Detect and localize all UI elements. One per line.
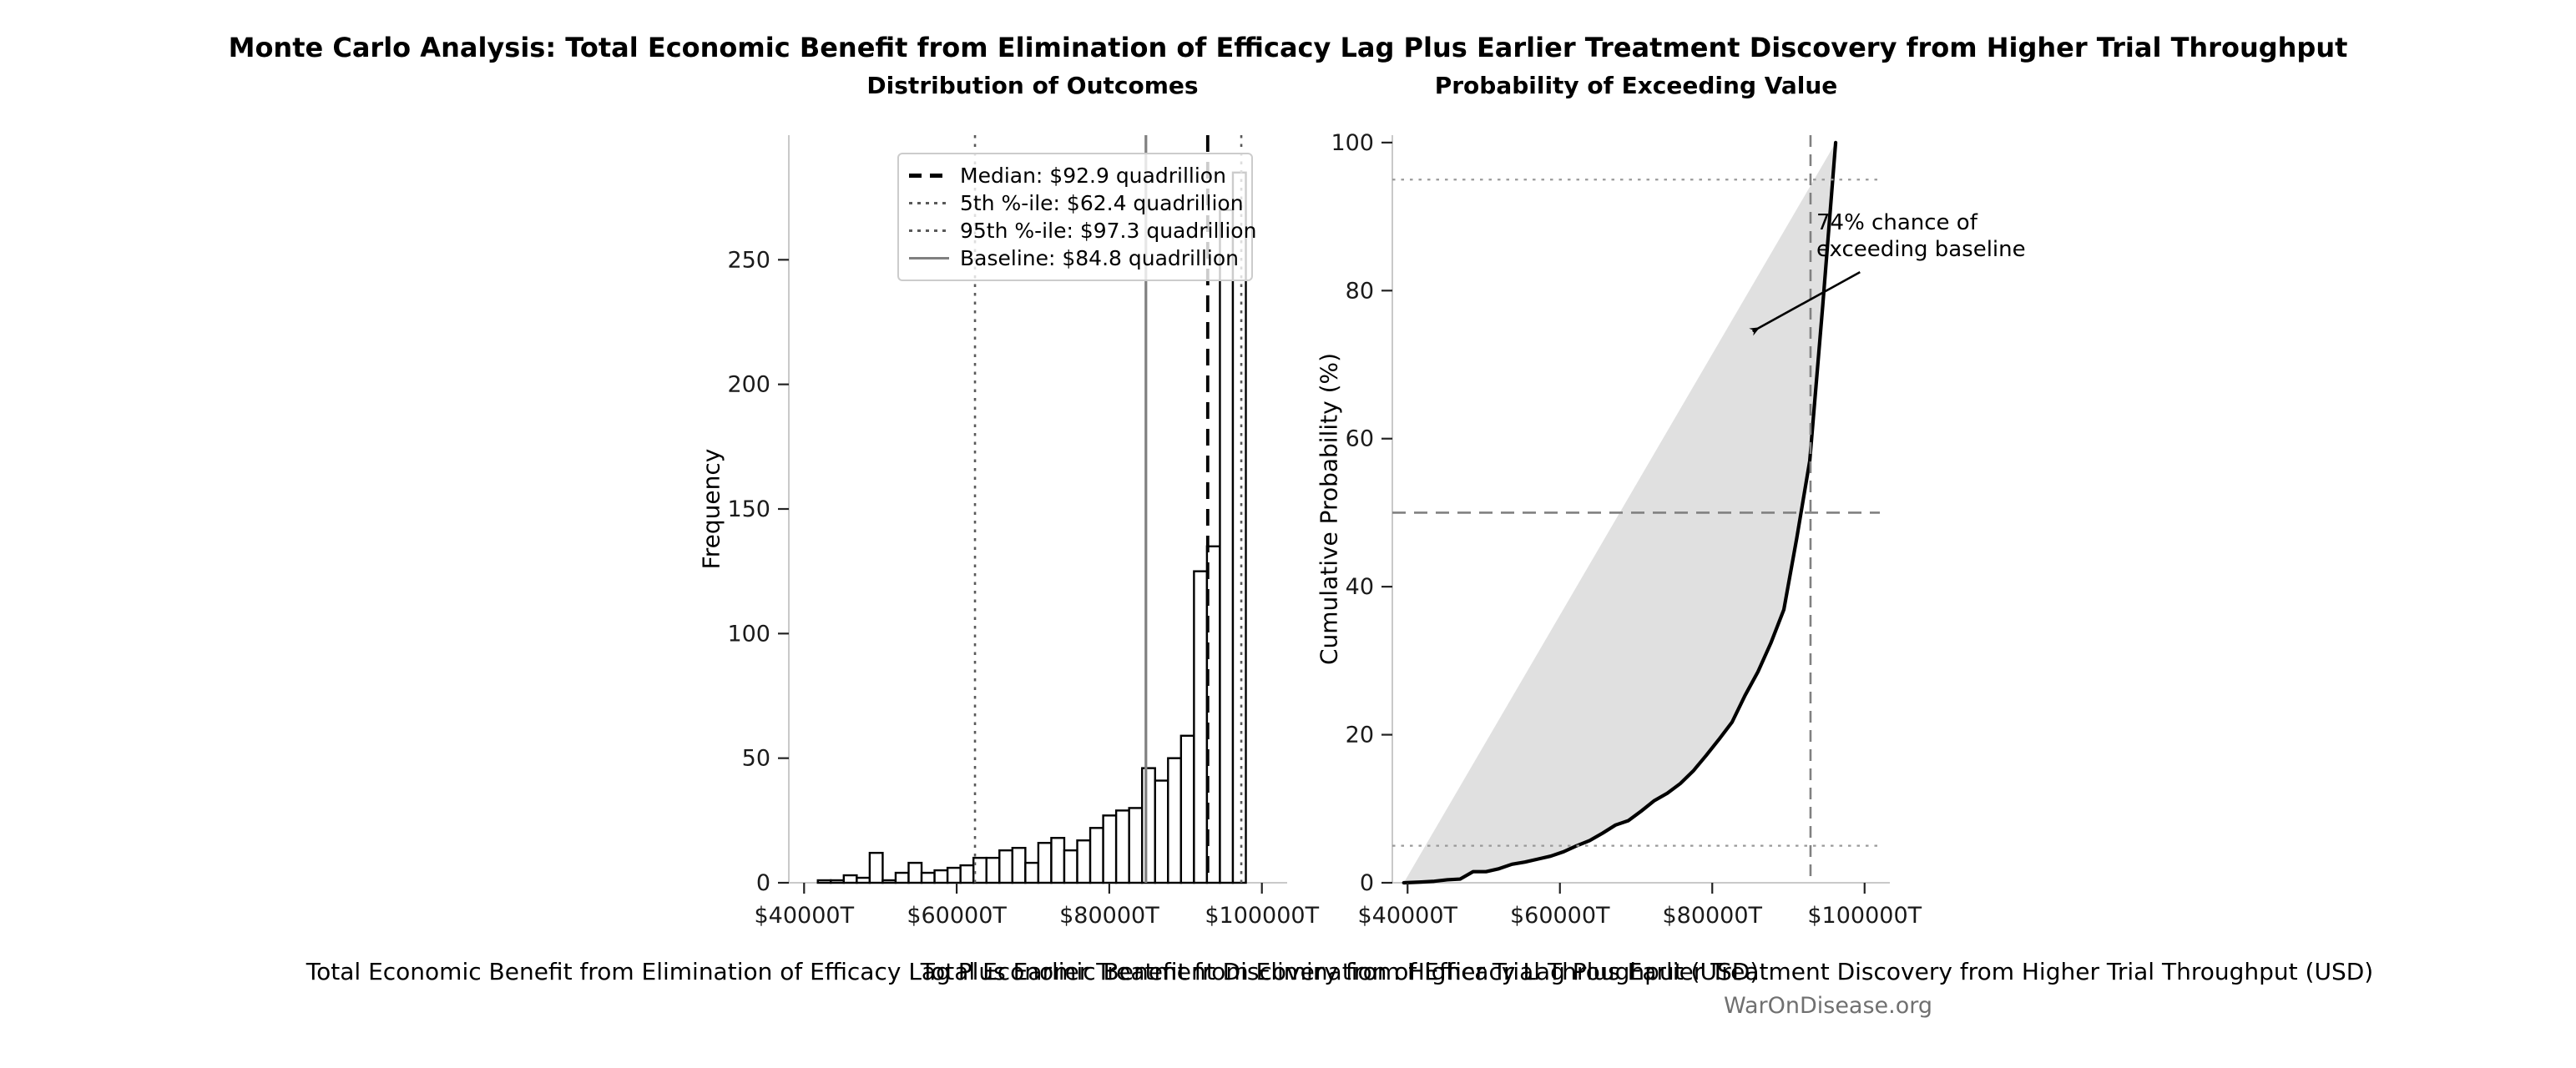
legend-item-baseline: Baseline: $84.8 quadrillion [909,244,1241,272]
cdf-curve [1402,140,1838,885]
histogram-bar [1193,570,1209,884]
legend: Median: $92.9 quadrillion 5th %-ile: $62… [897,153,1256,281]
right-plot-y-tick-label: 100 [1331,130,1374,156]
right-plot-y-tick-label: 40 [1346,574,1374,600]
left-plot-y-tick-label: 150 [727,496,770,522]
right-plot-xlabel: Total Economic Benefit from Elimination … [920,958,2374,985]
left-plot-y-tick-label: 250 [727,247,770,273]
watermark: WarOnDisease.org [1723,993,1933,1019]
histogram-bar [946,866,962,884]
percentile5-line-sample [909,202,949,204]
right-plot-title: Probability of Exceeding Value [1434,72,1838,99]
histogram-bar [985,856,1001,884]
histogram-bar [959,864,975,884]
histogram-bar [907,861,923,884]
histogram-bar [998,849,1014,884]
right-plot-y-tick-label: 0 [1360,870,1374,896]
right-plot-ylabel: Cumulative Probability (%) [1315,352,1343,666]
left-plot-title: Distribution of Outcomes [866,72,1199,99]
histogram-bar [1128,807,1144,884]
histogram-bar [1076,839,1092,884]
histogram-bar [1050,837,1066,884]
annotation-line2: exceeding baseline [1816,236,2026,262]
right-plot-spines [1391,135,1890,884]
median-line-sample [909,174,949,178]
histogram-bar [830,879,846,884]
legend-item-95th-percentile: 95th %-ile: $97.3 quadrillion [909,217,1256,244]
baseline-line-sample [909,257,949,259]
right-plot-y-tick-label: 60 [1346,426,1374,452]
histogram-bar [972,856,987,884]
right-plot-x-tick-label: $60000T [1510,903,1610,929]
right-plot-y-tick-label: 80 [1346,278,1374,304]
histogram-bar [1167,757,1183,884]
legend-item-5th-percentile: 5th %-ile: $62.4 quadrillion [909,189,1244,217]
left-plot-y-tick-label: 200 [727,372,770,398]
histogram-bar [1114,809,1130,884]
left-plot-y-tick-label: 50 [742,746,770,772]
histogram-bar [894,871,910,884]
left-plot-x-tick-label: $80000T [1059,903,1159,929]
left-plot-x-tick-label: $40000T [755,903,855,929]
histogram-bar [856,876,871,884]
annotation-arrow [1749,270,1861,336]
legend-label-baseline: Baseline: $84.8 quadrillion [960,246,1239,270]
histogram-bars [816,171,1247,884]
percentile95-line-sample [909,229,949,232]
left-plot-ticks: $40000T $60000T $80000T $100000T 0 50 100 150 20… [727,247,1319,929]
left-plot-x-tick-label: $60000T [907,903,1007,929]
histogram-bar [1141,767,1156,884]
left-plot-xlabel: Total Economic Benefit from Elimination … [306,958,1760,985]
histogram-bar [1088,827,1104,884]
left-plot-y-tick-label: 100 [727,621,770,647]
histogram-bar [920,871,936,884]
histogram-bar [881,879,897,884]
left-plot-y-tick-label: 0 [756,870,770,896]
right-plot-x-tick-label: $40000T [1357,903,1457,929]
right-plot-ticks: $40000T $60000T $80000T $100000T 0 20 40 60 80 10… [1331,130,1922,929]
histogram-bar [1219,209,1235,884]
legend-item-median: Median: $92.9 quadrillion [909,162,1241,189]
histogram-bar [842,874,858,884]
legend-label-median: Median: $92.9 quadrillion [960,164,1226,188]
annotation-line1: 74% chance of [1816,210,1977,235]
histogram-bar [1024,861,1040,884]
left-plot-x-tick-label: $100000T [1205,903,1319,929]
left-plot-ylabel: Frequency [697,448,725,570]
histogram-bar [1102,814,1118,884]
histogram-bar [1179,734,1195,884]
histogram-bar [1063,849,1078,884]
histogram-bar [933,869,949,884]
right-plot-x-tick-label: $80000T [1662,903,1762,929]
right-plot-x-tick-label: $100000T [1807,903,1922,929]
right-plot-y-tick-label: 20 [1346,723,1374,748]
histogram-bar [1011,846,1027,884]
histogram-bar [1154,779,1169,884]
annotation-text: 74% chance of exceeding baseline [1816,210,2026,263]
histogram-bar [868,851,884,884]
histogram-bar [1037,842,1053,884]
legend-label-5th-percentile: 5th %-ile: $62.4 quadrillion [960,191,1244,215]
legend-label-95th-percentile: 95th %-ile: $97.3 quadrillion [960,219,1257,243]
figure-title: Monte Carlo Analysis: Total Economic Ben… [228,32,2348,63]
histogram-bar [816,879,832,884]
